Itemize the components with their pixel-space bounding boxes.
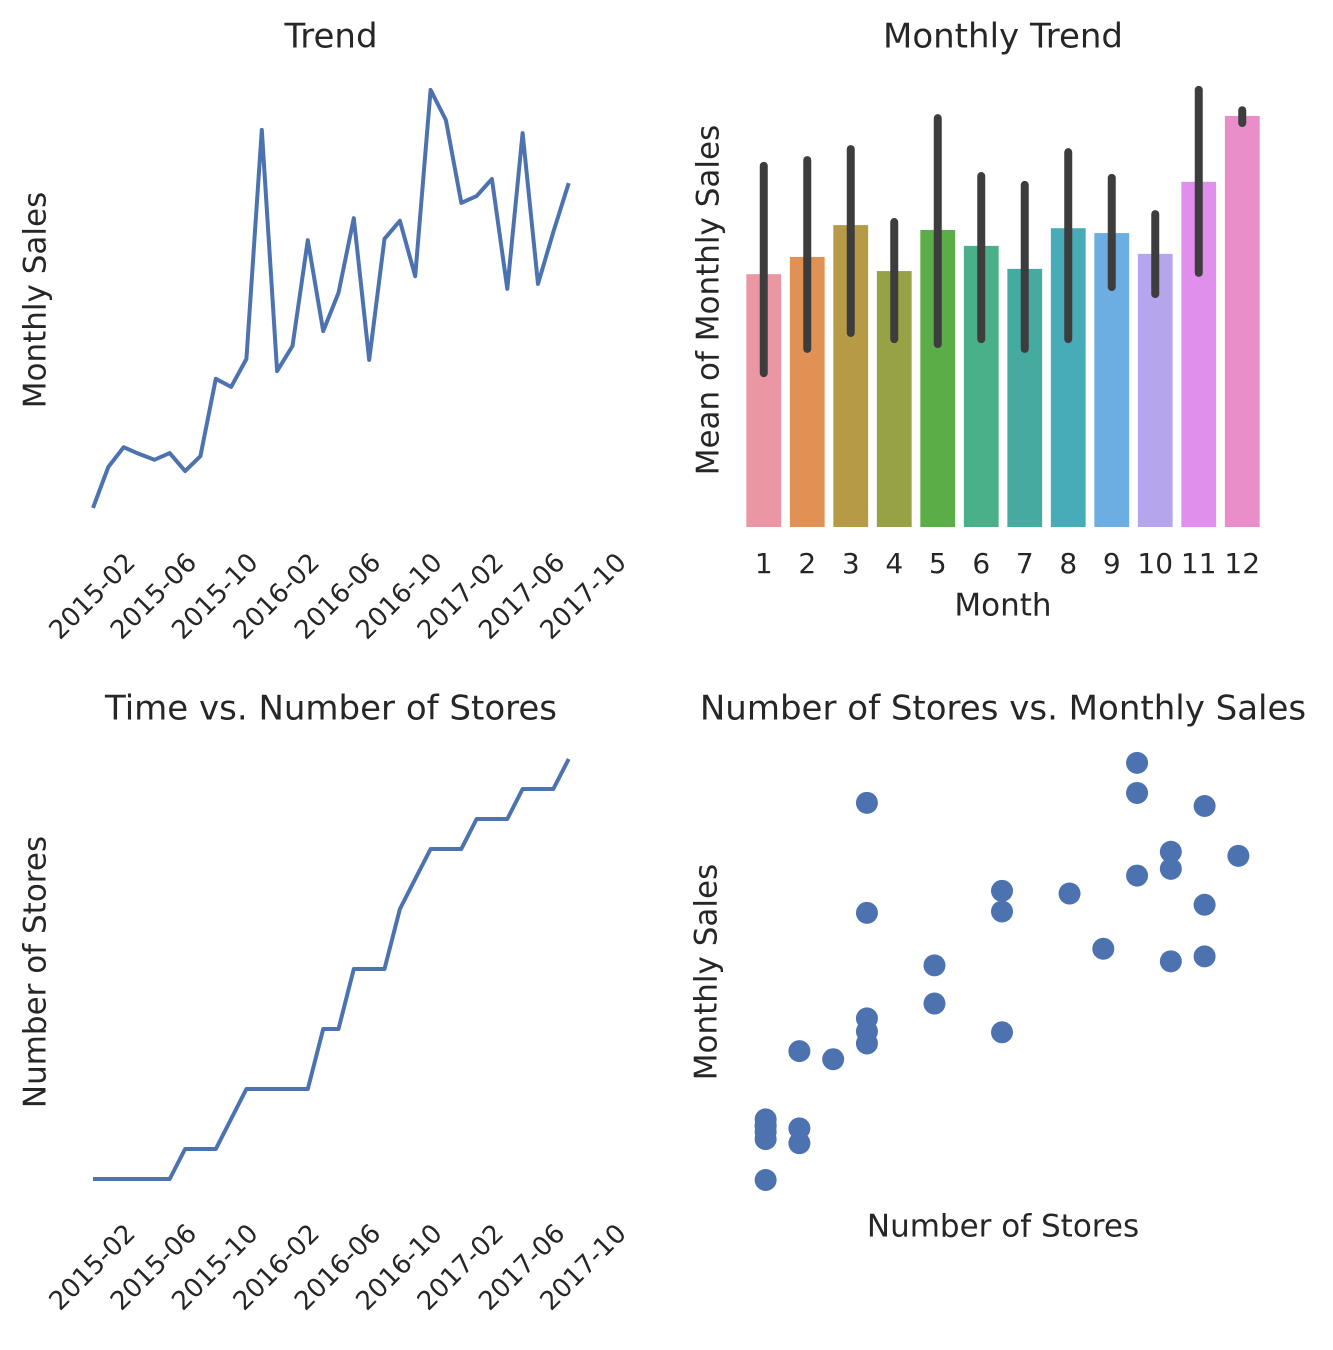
y-axis-label: Number of Stores [18,836,54,1108]
point [1193,794,1216,817]
point [1159,857,1182,880]
point [1159,840,1182,863]
chart-title: Trend [283,17,377,57]
x-tick-label: 4 [885,547,903,580]
x-axis-label: Number of Stores [867,1209,1139,1245]
point [754,1168,777,1191]
chart-title: Monthly Trend [883,17,1123,57]
x-tick-label: 8 [1059,547,1077,580]
point [855,901,878,924]
point [923,992,946,1015]
point [1126,864,1149,887]
x-tick-label: 2 [798,547,816,580]
x-tick-label: 12 [1224,547,1260,580]
y-axis-label: Mean of Monthly Sales [691,125,727,476]
chart-title: Number of Stores vs. Monthly Sales [700,689,1306,729]
point [788,1040,811,1063]
point [855,1007,878,1030]
point [822,1048,845,1071]
x-axis-label: Month [954,588,1051,624]
x-tick-label: 1 [755,547,773,580]
x-tick-label: 9 [1103,547,1121,580]
point [991,879,1013,902]
point [1193,945,1216,968]
point [1193,893,1216,916]
bar [1137,253,1173,527]
point [1092,937,1115,960]
x-tick-label: 10 [1137,547,1173,580]
y-axis-label: Monthly Sales [689,864,725,1081]
x-tick-label: 3 [842,547,860,580]
chart-title: Time vs. Number of Stores [104,689,557,729]
point [1058,882,1081,905]
point [1126,781,1149,804]
line [93,758,571,1181]
y-axis-label: Monthly Sales [18,192,54,409]
point [1126,751,1149,774]
point [855,791,878,814]
point [1159,950,1182,973]
point [855,1032,878,1055]
line [91,87,571,509]
bar [1224,115,1260,527]
x-tick-label: 7 [1016,547,1034,580]
point [754,1114,777,1137]
point [788,1117,811,1140]
point [991,900,1013,923]
x-tick-label: 5 [929,547,947,580]
point [1227,844,1250,867]
point [991,1021,1013,1044]
x-tick-label: 11 [1181,547,1217,580]
x-tick-label: 6 [972,547,990,580]
point [923,954,946,977]
